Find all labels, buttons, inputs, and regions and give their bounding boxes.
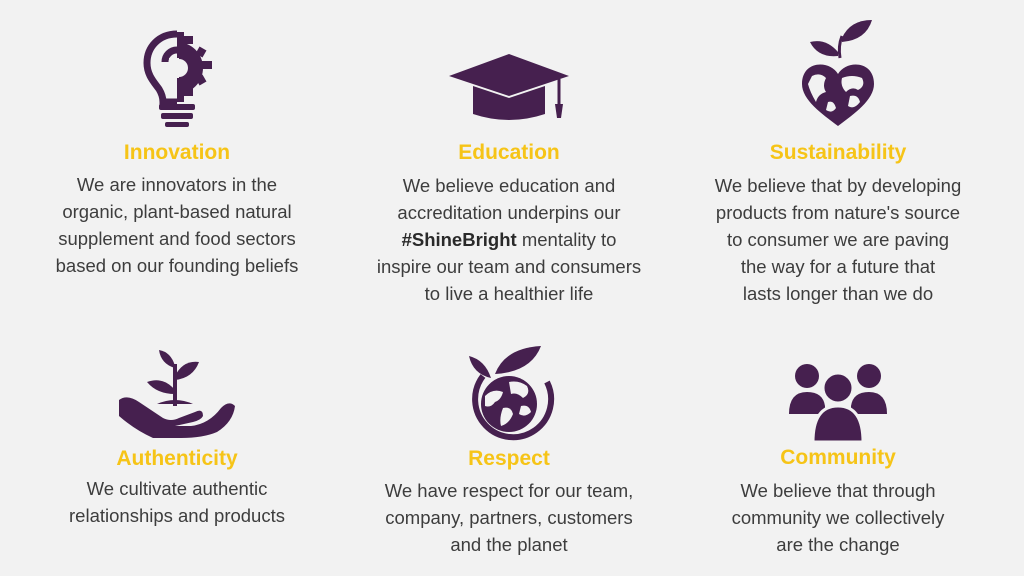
globe-leaf-icon: [461, 342, 557, 442]
lightbulb-gear-icon: [139, 28, 215, 128]
description-line: and the planet: [450, 534, 568, 555]
description-line: community we collectively: [731, 507, 945, 528]
description-line: based on our founding beliefs: [55, 255, 299, 276]
value-title: Sustainability: [769, 141, 907, 164]
description-line: to live a healthier life: [424, 283, 594, 304]
description-line: products from nature's source: [715, 202, 961, 223]
description-line: supplement and food sectors: [58, 228, 296, 249]
value-title: Community: [780, 446, 896, 469]
description-line: We believe education and: [402, 175, 616, 196]
description-line: We are innovators in the: [76, 174, 278, 195]
description-line: #ShineBright mentality to: [344, 226, 674, 253]
value-description: We have respect for our team, company, p…: [344, 477, 674, 558]
shinebright-hashtag: #ShineBright: [401, 229, 517, 250]
graduation-cap-icon: [447, 52, 571, 120]
value-description: We believe that by developing products f…: [673, 172, 1003, 307]
description-line: the way for a future that: [740, 256, 936, 277]
description-line: We have respect for our team,: [384, 480, 634, 501]
description-line: accreditation underpins our: [397, 202, 621, 223]
value-description: We believe education and accreditation u…: [344, 172, 674, 307]
value-description: We cultivate authentic relationships and…: [12, 475, 342, 529]
description-line: relationships and products: [69, 505, 285, 526]
description-line: We believe that by developing: [714, 175, 962, 196]
description-line: We cultivate authentic: [86, 478, 268, 499]
hand-sprout-icon: [117, 346, 237, 438]
description-line: We believe that through: [740, 480, 936, 501]
heart-earth-sprout-icon: [796, 16, 880, 128]
value-title: Respect: [468, 447, 550, 470]
value-title: Innovation: [123, 141, 231, 164]
value-description: We are innovators in the organic, plant-…: [12, 171, 342, 279]
value-title: Education: [458, 141, 560, 164]
description-line: lasts longer than we do: [742, 283, 934, 304]
description-line: organic, plant-based natural: [62, 201, 292, 222]
description-line: to consumer we are paving: [726, 229, 950, 250]
description-line: inspire our team and consumers: [376, 256, 642, 277]
description-line-rest: mentality to: [521, 229, 617, 250]
description-line: company, partners, customers: [385, 507, 633, 528]
value-title: Authenticity: [116, 447, 238, 470]
value-description: We believe that through community we col…: [673, 477, 1003, 558]
description-line: are the change: [776, 534, 900, 555]
people-group-icon: [787, 362, 889, 442]
